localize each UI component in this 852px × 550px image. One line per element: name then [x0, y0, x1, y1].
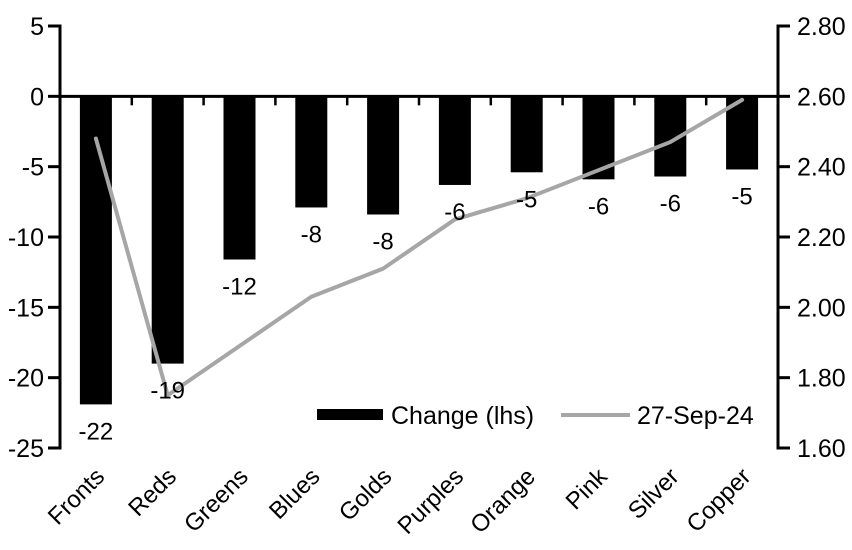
bar [510, 96, 543, 173]
category-label: Blues [264, 463, 326, 525]
line-series [93, 97, 745, 398]
bar [223, 96, 256, 260]
category-label: Orange [465, 463, 541, 539]
left-axis-tick-label: -25 [8, 435, 44, 463]
bar-data-label: -5 [516, 186, 537, 213]
bar-data-label: -5 [731, 183, 752, 210]
category-label: Reds [123, 463, 182, 522]
bar [79, 96, 112, 405]
bar-data-label: -6 [444, 199, 465, 226]
category-label: Greens [179, 463, 254, 538]
left-axis-tick-label: -5 [22, 154, 44, 182]
bar-data-label: -22 [79, 418, 114, 445]
bar-data-label: -19 [150, 378, 185, 405]
category-label: Silver [623, 463, 685, 525]
category-label: Copper [682, 463, 757, 538]
category-label: Fronts [43, 463, 110, 530]
right-axis-tick-label: 1.80 [797, 365, 846, 393]
left-axis-tick-label: -15 [8, 294, 44, 322]
right-axis-tick-label: 1.60 [797, 435, 846, 463]
left-axis-tick-label: -10 [8, 224, 44, 252]
bar [151, 96, 184, 364]
bar [295, 96, 328, 208]
right-axis-tick-label: 2.80 [797, 13, 846, 41]
legend-label-line-series: 27-Sep-24 [637, 402, 754, 430]
bar-data-label: -6 [588, 193, 609, 220]
right-axis-tick-label: 2.00 [797, 294, 846, 322]
plot-layer: 5 0 -5 -10 -15 -20 -25 2.80 2.60 2.40 2.20 2.00 1.80… [8, 13, 846, 540]
bar [367, 96, 400, 215]
left-axis-tick-label: 0 [30, 83, 44, 111]
bar-data-label: -8 [372, 228, 393, 255]
left-axis-tick-label: -20 [8, 365, 44, 393]
bar-data-label: -8 [301, 221, 322, 248]
right-axis-tick-label: 2.60 [797, 83, 846, 111]
right-axis-tick-label: 2.20 [797, 224, 846, 252]
bar [726, 96, 759, 170]
category-label: Purples [393, 463, 470, 540]
category-label: Pink [561, 462, 614, 515]
legend-label-bar-series: Change (lhs) [391, 402, 534, 430]
right-axis-tick-label: 2.40 [797, 154, 846, 182]
bar-data-label: -6 [660, 191, 681, 218]
bar-data-label: -12 [222, 274, 257, 301]
legend-swatch-bar [317, 409, 383, 420]
bar [438, 96, 471, 185]
legend: Change (lhs) 27-Sep-24 [317, 402, 754, 430]
category-label: Golds [334, 463, 397, 526]
left-axis-tick-label: 5 [30, 13, 44, 41]
